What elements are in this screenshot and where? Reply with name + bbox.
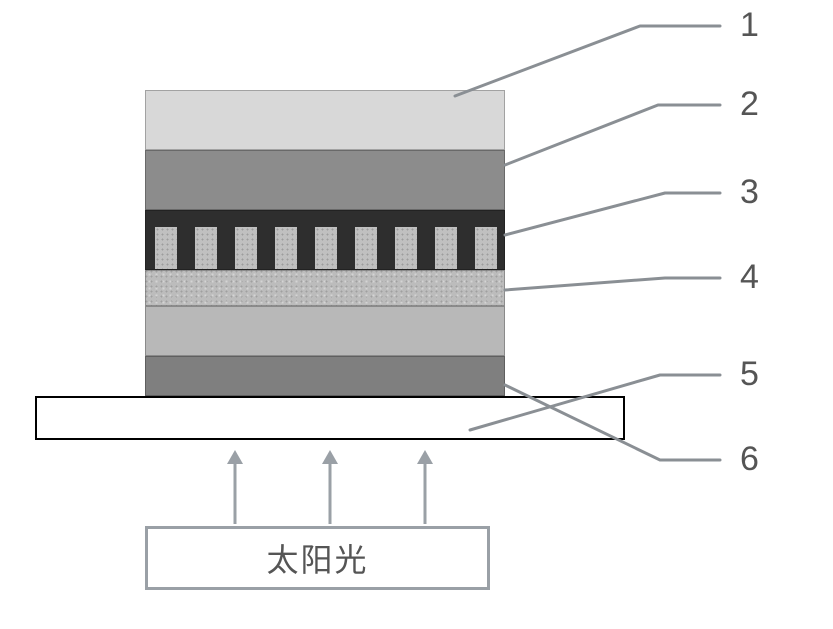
label-5: 5: [740, 355, 759, 394]
label-6: 6: [740, 440, 759, 479]
label-4: 4: [740, 258, 759, 297]
sunlight-label: 太阳光: [266, 535, 368, 581]
sunlight-arrow: [322, 450, 338, 526]
layer3: [145, 210, 505, 270]
layer6: [145, 356, 505, 396]
substrate-slab: [35, 396, 625, 440]
layer4: [145, 270, 505, 306]
sunlight-box: 太阳光: [145, 526, 490, 590]
sunlight-arrow: [417, 450, 433, 526]
layer1: [145, 90, 505, 150]
sunlight-arrow: [227, 450, 243, 526]
label-3: 3: [740, 173, 759, 212]
layer5: [145, 306, 505, 356]
diagram-canvas: 1 2 3 4 5 6 太阳光: [0, 0, 833, 629]
layer2: [145, 150, 505, 210]
label-1: 1: [740, 6, 759, 45]
label-2: 2: [740, 85, 759, 124]
